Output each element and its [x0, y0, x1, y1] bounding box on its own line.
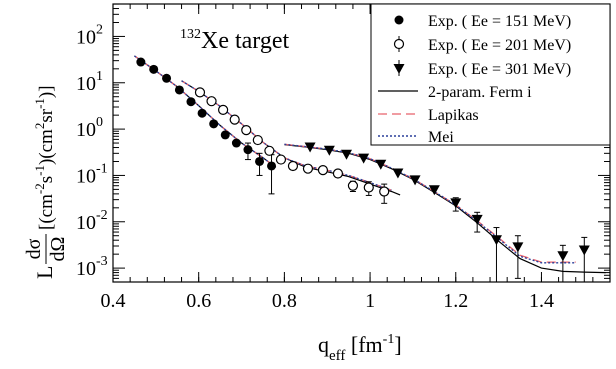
point-201mev [206, 96, 217, 107]
y-tick-label: 100 [76, 115, 103, 141]
x-tick-label: 1.4 [529, 290, 554, 312]
x-axis-label-unit: [fm [345, 332, 382, 357]
point-151mev [209, 119, 219, 129]
point-201mev [347, 180, 359, 191]
point-201mev [194, 87, 206, 98]
y-axis-frac-num: dσ [23, 238, 45, 259]
legend-label-mei: Mei [428, 129, 454, 146]
point-201mev [287, 160, 299, 172]
point-151mev [231, 138, 241, 148]
point-201mev [252, 134, 263, 146]
curve-2-param-ferm-i [284, 144, 606, 274]
x-axis-label-unit-close: ] [394, 332, 401, 357]
point-201mev [379, 186, 390, 197]
point-301mev [471, 214, 483, 225]
legend-label-151: Exp. ( Ee = 151 MeV) [428, 13, 571, 30]
legend-marker-151 [394, 15, 404, 25]
legend-marker-201 [393, 36, 405, 52]
legend-label-lapikas: Lapikas [428, 107, 479, 124]
legend-box [370, 3, 611, 146]
point-201mev [332, 168, 344, 179]
point-201mev [275, 154, 287, 165]
point-301mev [409, 175, 421, 186]
x-tick-label: 1 [365, 290, 375, 312]
point-301mev [512, 242, 524, 253]
y-tick-label: 10-3 [76, 254, 108, 280]
point-301mev [557, 251, 569, 262]
point-151mev [197, 108, 207, 118]
point-301mev [375, 159, 387, 170]
point-201mev [363, 182, 374, 193]
y-axis-frac-den: dΩ [47, 237, 69, 262]
point-201mev [317, 165, 329, 176]
y-axis-label-prefix: L [32, 266, 57, 279]
y-axis-label: L dσ dΩ [(cm-2s-1)(cm2sr-1)] [23, 85, 69, 279]
data-points [136, 57, 590, 282]
legend: Exp. ( Ee = 151 MeV) Exp. ( Ee = 201 MeV… [370, 3, 611, 146]
point-151mev [149, 64, 159, 74]
legend-marker-301 [393, 60, 405, 76]
y-axis-label-units: [(cm-2s-1)(cm2sr-1)] [32, 85, 57, 230]
target-mass-number: 132 [180, 27, 201, 42]
point-301mev [450, 198, 462, 209]
x-tick-label: 0.6 [186, 290, 211, 312]
y-tick-label: 10-2 [76, 208, 108, 234]
legend-label-301: Exp. ( Ee = 301 MeV) [428, 61, 571, 78]
point-151mev [186, 97, 196, 107]
x-tick-label: 0.8 [272, 290, 297, 312]
point-301mev [490, 235, 502, 246]
point-301mev [392, 168, 404, 179]
curve-mei [284, 143, 576, 264]
target-element: Xe target [201, 28, 290, 54]
point-151mev [243, 145, 253, 155]
point-151mev [267, 161, 277, 171]
point-201mev [264, 145, 275, 156]
legend-label-201: Exp. ( Ee = 201 MeV) [428, 37, 571, 54]
point-301mev [578, 245, 590, 256]
target-annotation: 132Xe target [180, 27, 290, 54]
axis-ticks: 0.4 0.6 0.8 1 1.2 1.4 102 101 100 10-1 10-2 10-3 [76, 3, 611, 312]
point-201mev [241, 125, 252, 136]
y-tick-label: 101 [76, 69, 103, 95]
point-301mev [341, 149, 353, 160]
point-301mev [304, 142, 316, 153]
point-151mev [255, 156, 265, 166]
x-tick-label: 0.4 [101, 290, 126, 312]
x-axis-label: qeff [fm-1] [318, 332, 402, 364]
point-201mev [218, 104, 229, 115]
x-tick-label: 1.2 [443, 290, 468, 312]
x-axis-label-main: q [318, 332, 329, 357]
legend-label-fermi: 2-param. Ferm i [428, 84, 532, 101]
point-201mev [229, 114, 240, 125]
point-301mev [428, 185, 440, 196]
point-151mev [220, 130, 230, 140]
x-axis-label-unit-sup: -1 [383, 332, 395, 347]
y-tick-label: 10-1 [76, 161, 108, 187]
y-tick-label: 102 [76, 22, 103, 48]
point-301mev [323, 145, 335, 156]
x-axis-label-sub: eff [329, 348, 345, 364]
point-151mev [162, 73, 172, 83]
point-151mev [136, 57, 146, 67]
point-151mev [174, 85, 184, 95]
point-201mev [302, 163, 314, 174]
point-301mev [358, 153, 370, 164]
